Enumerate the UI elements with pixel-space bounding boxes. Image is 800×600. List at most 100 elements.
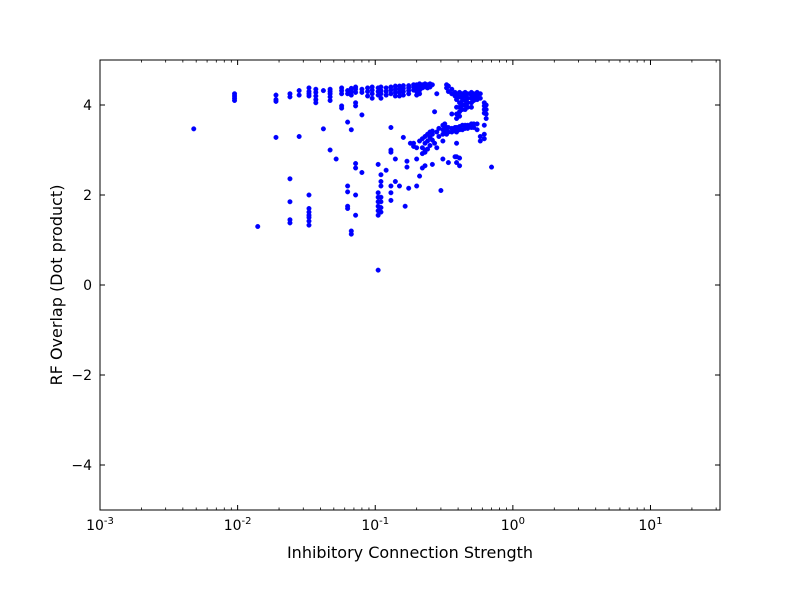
data-point	[339, 91, 345, 97]
data-point	[353, 165, 359, 171]
x-tick-label: 100	[501, 516, 525, 534]
data-point	[378, 178, 384, 184]
data-point	[404, 158, 410, 164]
x-tick-label: 10-1	[361, 516, 389, 534]
data-point	[353, 160, 359, 166]
data-point	[427, 142, 433, 148]
data-point	[425, 146, 431, 152]
x-axis: 10-3 10-2 10-1 100 101	[86, 60, 717, 534]
data-point	[434, 145, 440, 151]
x-tick-base: 10	[638, 518, 656, 534]
data-point	[436, 133, 442, 139]
data-point	[359, 169, 365, 175]
x-tick-label: 101	[638, 516, 662, 534]
data-point	[348, 127, 354, 133]
data-point	[483, 111, 489, 117]
data-point	[388, 190, 394, 196]
data-point	[392, 156, 398, 162]
data-point	[396, 183, 402, 189]
data-point	[438, 187, 444, 193]
y-tick-label: 0	[83, 278, 92, 294]
data-point	[369, 95, 375, 101]
data-point	[425, 138, 431, 144]
data-point	[345, 189, 351, 195]
x-tick-base: 10	[501, 518, 519, 534]
x-tick-base: 10	[361, 518, 379, 534]
data-point	[414, 145, 420, 151]
data-point	[422, 163, 428, 169]
data-point	[365, 93, 371, 99]
data-point	[365, 88, 371, 94]
data-point	[327, 147, 333, 153]
data-point	[449, 111, 455, 117]
data-point	[359, 112, 365, 118]
y-axis-label: RF Overlap (Dot product)	[47, 185, 66, 386]
data-point	[400, 92, 406, 98]
data-point	[320, 88, 326, 94]
data-point	[287, 220, 293, 226]
data-point	[445, 83, 451, 89]
x-tick-exponent: 1	[656, 516, 662, 527]
data-point	[273, 134, 279, 140]
data-point	[457, 113, 463, 119]
data-point	[378, 95, 384, 101]
data-point	[378, 205, 384, 211]
data-point	[388, 149, 394, 155]
data-point	[445, 88, 451, 94]
data-point	[273, 92, 279, 98]
data-point	[404, 164, 410, 170]
data-point	[481, 131, 487, 137]
data-point	[375, 212, 381, 218]
data-point	[432, 109, 438, 115]
data-point	[457, 155, 463, 161]
data-point	[429, 161, 435, 167]
data-points	[191, 81, 495, 273]
data-point	[313, 100, 319, 106]
data-point	[477, 95, 483, 101]
data-point	[429, 131, 435, 137]
data-point	[353, 103, 359, 109]
data-point	[483, 102, 489, 108]
x-tick-base: 10	[224, 518, 242, 534]
x-tick-exponent: 0	[519, 516, 525, 527]
data-point	[445, 160, 451, 166]
data-point	[481, 122, 487, 128]
data-point	[388, 91, 394, 97]
data-point	[417, 91, 423, 97]
y-tick-label: 2	[83, 188, 92, 204]
y-tick-label: −4	[71, 458, 92, 474]
data-point	[375, 190, 381, 196]
data-point	[483, 106, 489, 112]
data-point	[406, 91, 412, 97]
data-point	[191, 126, 197, 132]
data-point	[255, 223, 261, 229]
data-point	[378, 91, 384, 97]
x-tick-exponent: -2	[242, 516, 252, 527]
data-point	[320, 126, 326, 132]
x-tick-label: 10-2	[224, 516, 252, 534]
data-point	[440, 156, 446, 162]
data-point	[378, 172, 384, 178]
data-point	[417, 173, 423, 179]
data-point	[378, 199, 384, 205]
data-point	[232, 97, 238, 103]
data-point	[481, 136, 487, 142]
data-point	[454, 160, 460, 166]
data-point	[483, 115, 489, 121]
data-point	[429, 82, 435, 88]
data-point	[440, 138, 446, 144]
x-tick-exponent: -1	[379, 516, 389, 527]
x-tick-label: 10-3	[86, 516, 114, 534]
x-tick-exponent: -3	[104, 516, 114, 527]
data-point	[287, 94, 293, 100]
data-point	[474, 127, 480, 133]
data-point	[468, 104, 474, 110]
data-point	[287, 176, 293, 182]
data-point	[327, 97, 333, 103]
data-point	[378, 209, 384, 215]
data-point	[375, 161, 381, 167]
data-point	[345, 183, 351, 189]
data-point	[392, 93, 398, 99]
data-point	[454, 140, 460, 146]
